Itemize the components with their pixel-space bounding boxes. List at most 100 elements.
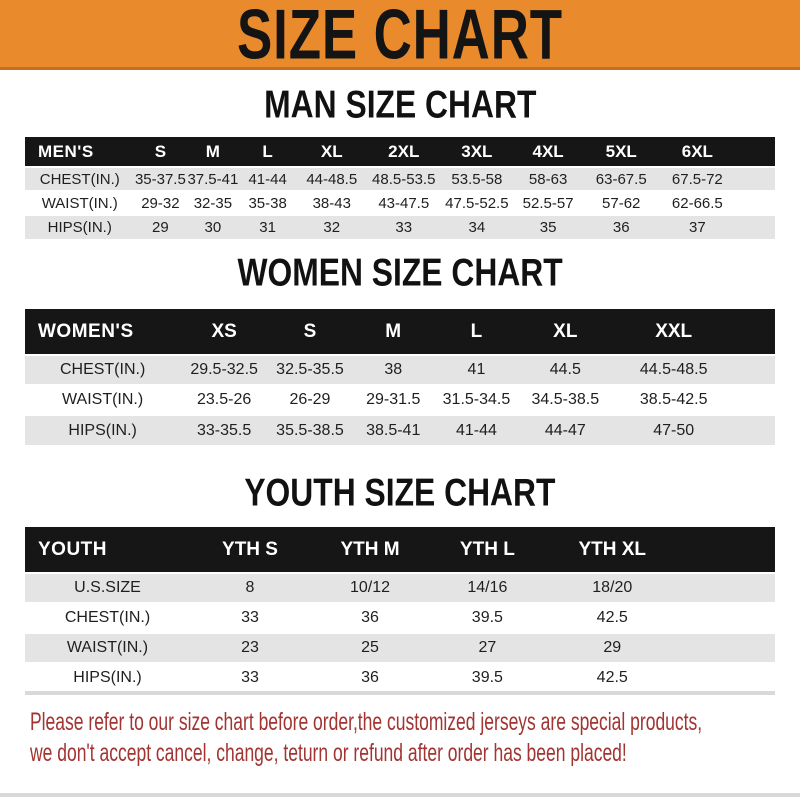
size-value-l: 41-44 bbox=[239, 166, 296, 191]
size-value-4xl: 35 bbox=[513, 214, 583, 239]
row-label: WAIST(IN.) bbox=[25, 190, 135, 215]
women-section-heading: WOMEN SIZE CHART bbox=[0, 250, 800, 295]
youth-column-header-yth-l: YTH L bbox=[430, 527, 545, 573]
size-value-6xl: 62-66.5 bbox=[660, 190, 735, 215]
men-column-header-m: M bbox=[186, 137, 240, 167]
notice-line-2-wrap: we don't accept cancel, change, teturn o… bbox=[30, 738, 800, 769]
size-value-m: 37.5-41 bbox=[186, 166, 240, 191]
size-value-xl: 32 bbox=[295, 214, 368, 239]
row-filler bbox=[679, 572, 775, 603]
youth-row-chest-in: CHEST(IN.) 33 36 39.5 42.5 bbox=[25, 602, 775, 633]
notice-line-1-wrap: Please refer to our size chart before or… bbox=[30, 707, 800, 738]
men-column-header-xl: XL bbox=[295, 137, 368, 167]
women-table-title: WOMEN'S bbox=[25, 309, 181, 355]
section-women: WOMEN SIZE CHART WOMEN'S XS S M L XL XXL CHEST(… bbox=[0, 250, 800, 445]
size-value-yth-l: 27 bbox=[430, 632, 545, 663]
size-value-yth-s: 33 bbox=[190, 662, 310, 693]
youth-table-container: YOUTH YTH S YTH M YTH L YTH XL U.S.SIZE 8 10/12… bbox=[0, 527, 800, 695]
row-filler bbox=[679, 602, 775, 633]
women-column-header-xl: XL bbox=[518, 309, 613, 355]
order-notice: Please refer to our size chart before or… bbox=[30, 707, 800, 769]
men-column-header-4xl: 4XL bbox=[513, 137, 583, 167]
women-row-hips-in: HIPS(IN.) 33-35.5 35.5-38.5 38.5-41 41-44 44-… bbox=[25, 414, 775, 445]
row-filler bbox=[734, 214, 775, 239]
size-value-m: 32-35 bbox=[186, 190, 240, 215]
banner: SIZE CHART bbox=[0, 0, 800, 70]
women-column-header-m: M bbox=[351, 309, 435, 355]
bottom-divider bbox=[0, 793, 800, 797]
size-value-3xl: 47.5-52.5 bbox=[439, 190, 514, 215]
size-value-yth-s: 33 bbox=[190, 602, 310, 633]
row-filler bbox=[735, 414, 775, 445]
size-value-s: 29-32 bbox=[134, 190, 187, 215]
women-header-filler bbox=[735, 309, 775, 355]
size-value-5xl: 36 bbox=[582, 214, 661, 239]
men-header-filler bbox=[734, 137, 775, 167]
notice-line-1: Please refer to our size chart before or… bbox=[30, 708, 703, 736]
size-value-2xl: 43-47.5 bbox=[367, 190, 440, 215]
size-value-xxl: 38.5-42.5 bbox=[612, 384, 736, 415]
size-table-women: WOMEN'S XS S M L XL XXL CHEST(IN.) 29.5-32.5 32.5… bbox=[25, 309, 775, 445]
size-value-2xl: 33 bbox=[367, 214, 440, 239]
size-value-yth-s: 23 bbox=[190, 632, 310, 663]
youth-section-heading: YOUTH SIZE CHART bbox=[0, 471, 800, 513]
men-section-heading: MAN SIZE CHART bbox=[0, 82, 800, 127]
youth-column-header-yth-xl: YTH XL bbox=[544, 527, 680, 573]
men-column-header-3xl: 3XL bbox=[439, 137, 514, 167]
section-youth: YOUTH SIZE CHART YOUTH YTH S YTH M YTH L YTH… bbox=[0, 471, 800, 695]
size-value-s: 35.5-38.5 bbox=[267, 414, 352, 445]
size-value-xs: 23.5-26 bbox=[180, 384, 268, 415]
row-filler bbox=[735, 384, 775, 415]
size-value-s: 32.5-35.5 bbox=[267, 354, 352, 385]
row-filler bbox=[734, 190, 775, 215]
size-value-xl: 44-47 bbox=[518, 414, 613, 445]
women-column-header-xs: XS bbox=[180, 309, 268, 355]
row-filler bbox=[679, 662, 775, 693]
youth-header-filler bbox=[679, 527, 775, 573]
size-value-yth-l: 39.5 bbox=[430, 602, 545, 633]
size-value-m: 38.5-41 bbox=[351, 414, 435, 445]
men-column-header-5xl: 5XL bbox=[582, 137, 661, 167]
size-value-yth-xl: 29 bbox=[544, 632, 680, 663]
row-label: CHEST(IN.) bbox=[25, 602, 190, 633]
size-value-5xl: 63-67.5 bbox=[582, 166, 661, 191]
women-column-header-s: S bbox=[267, 309, 352, 355]
size-value-l: 41 bbox=[434, 354, 519, 385]
women-column-header-l: L bbox=[434, 309, 519, 355]
youth-column-header-yth-s: YTH S bbox=[190, 527, 310, 573]
size-table-youth: YOUTH YTH S YTH M YTH L YTH XL U.S.SIZE 8 10/12… bbox=[25, 527, 775, 695]
youth-row-waist-in: WAIST(IN.) 23 25 27 29 bbox=[25, 632, 775, 663]
women-section-heading-text: WOMEN SIZE CHART bbox=[237, 250, 563, 295]
men-column-header-s: S bbox=[134, 137, 187, 167]
size-value-3xl: 34 bbox=[439, 214, 514, 239]
men-table-container: MEN'S S M L XL 2XL 3XL 4XL 5XL 6XL CHEST(IN.) 35-37… bbox=[0, 137, 800, 239]
size-value-yth-s: 8 bbox=[190, 572, 310, 603]
size-value-s: 26-29 bbox=[267, 384, 352, 415]
youth-row-u-s-size: U.S.SIZE 8 10/12 14/16 18/20 bbox=[25, 572, 775, 603]
size-value-yth-l: 39.5 bbox=[430, 662, 545, 693]
size-value-xl: 44-48.5 bbox=[295, 166, 368, 191]
men-section-heading-text: MAN SIZE CHART bbox=[263, 82, 537, 127]
banner-title: SIZE CHART bbox=[237, 0, 563, 70]
size-value-yth-l: 14/16 bbox=[430, 572, 545, 603]
youth-row-hips-in: HIPS(IN.) 33 36 39.5 42.5 bbox=[25, 662, 775, 693]
size-value-yth-xl: 18/20 bbox=[544, 572, 680, 603]
row-filler bbox=[679, 632, 775, 663]
size-value-xs: 33-35.5 bbox=[180, 414, 268, 445]
size-value-yth-xl: 42.5 bbox=[544, 662, 680, 693]
row-label: WAIST(IN.) bbox=[25, 384, 181, 415]
size-value-yth-m: 10/12 bbox=[310, 572, 430, 603]
youth-column-header-yth-m: YTH M bbox=[310, 527, 430, 573]
size-value-xxl: 47-50 bbox=[612, 414, 736, 445]
notice-line-2: we don't accept cancel, change, teturn o… bbox=[30, 739, 627, 767]
size-value-m: 30 bbox=[186, 214, 240, 239]
women-row-chest-in: CHEST(IN.) 29.5-32.5 32.5-35.5 38 41 44.5 44.5… bbox=[25, 354, 775, 385]
row-label: HIPS(IN.) bbox=[25, 414, 181, 445]
row-label: HIPS(IN.) bbox=[25, 214, 135, 239]
size-value-s: 29 bbox=[134, 214, 187, 239]
size-value-l: 41-44 bbox=[434, 414, 519, 445]
row-label: U.S.SIZE bbox=[25, 572, 190, 603]
size-value-xs: 29.5-32.5 bbox=[180, 354, 268, 385]
men-header-row: MEN'S S M L XL 2XL 3XL 4XL 5XL 6XL bbox=[25, 137, 775, 167]
row-label: CHEST(IN.) bbox=[25, 166, 135, 191]
